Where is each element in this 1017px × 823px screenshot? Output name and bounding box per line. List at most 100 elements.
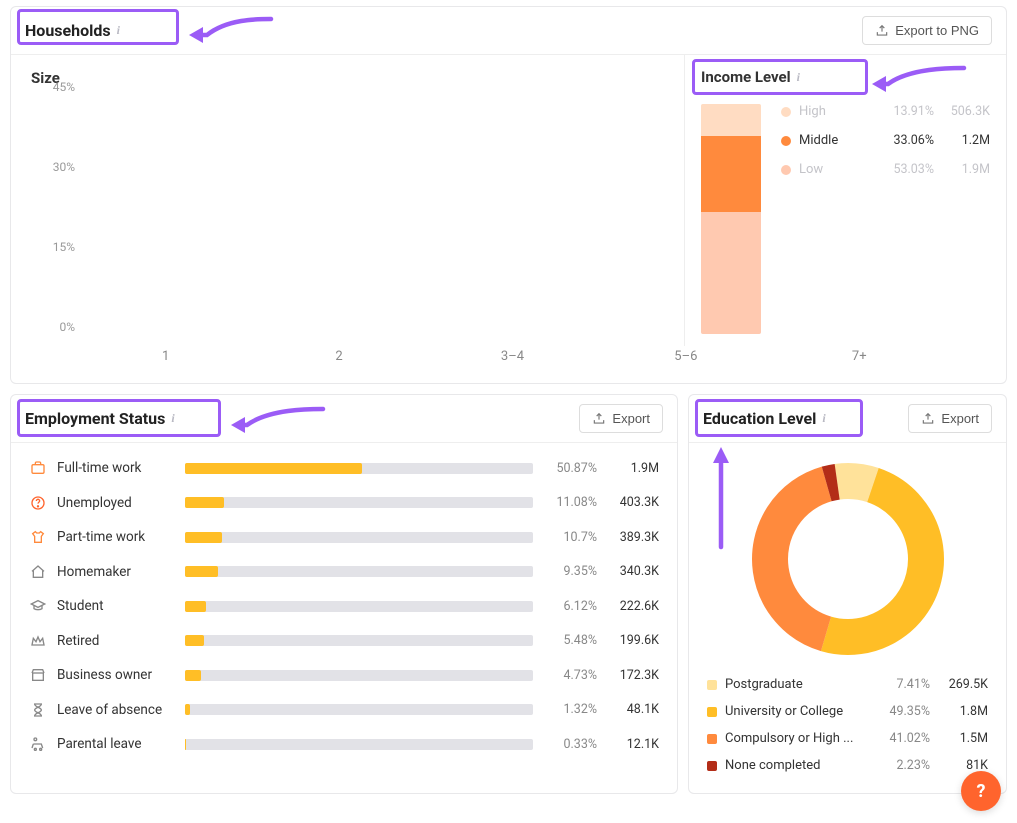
education-pct: 2.23% xyxy=(878,758,930,773)
legend-swatch-icon xyxy=(707,734,717,744)
income-legend-row[interactable]: Middle 33.06% 1.2M xyxy=(781,133,990,148)
info-icon[interactable]: i xyxy=(822,411,825,426)
employment-val: 403.3K xyxy=(607,495,659,510)
education-title-text: Education Level xyxy=(703,409,816,428)
income-label: Low xyxy=(799,162,872,177)
employment-label: Part-time work xyxy=(57,529,175,545)
employment-val: 199.6K xyxy=(607,633,659,648)
employment-bar[interactable] xyxy=(185,704,533,715)
employment-row: Unemployed11.08%403.3K xyxy=(29,494,659,512)
hourglass-icon xyxy=(29,701,47,719)
info-icon[interactable]: i xyxy=(117,23,120,38)
employment-bar[interactable] xyxy=(185,532,533,543)
education-legend-row[interactable]: Postgraduate7.41%269.5K xyxy=(707,677,988,692)
employment-row: Retired5.48%199.6K xyxy=(29,632,659,650)
y-axis-tick: 15% xyxy=(53,240,75,254)
income-title: Income Level i xyxy=(701,68,800,86)
legend-swatch-icon xyxy=(707,761,717,771)
households-card: Households i Export to PNG Size 0%15%30%… xyxy=(10,6,1007,384)
income-val: 1.2M xyxy=(942,133,990,148)
income-segment[interactable] xyxy=(701,212,761,334)
employment-title: Employment Status i xyxy=(25,409,175,428)
employment-label: Homemaker xyxy=(57,564,175,580)
export-icon xyxy=(592,412,606,426)
employment-label: Retired xyxy=(57,633,175,649)
education-label: None completed xyxy=(725,758,870,773)
education-pct: 49.35% xyxy=(878,704,930,719)
export-icon xyxy=(921,412,935,426)
income-segment[interactable] xyxy=(701,104,761,136)
employment-bar[interactable] xyxy=(185,635,533,646)
employment-bar[interactable] xyxy=(185,601,533,612)
employment-pct: 11.08% xyxy=(543,495,597,510)
education-pct: 41.02% xyxy=(878,731,930,746)
employment-label: Full-time work xyxy=(57,460,175,476)
employment-bar[interactable] xyxy=(185,739,533,750)
income-segment[interactable] xyxy=(701,136,761,212)
info-icon[interactable]: i xyxy=(797,70,800,85)
income-legend: High13.91%506.3KMiddle33.06%1.2MLow53.03… xyxy=(781,104,990,334)
income-legend-row[interactable]: High13.91%506.3K xyxy=(781,104,990,119)
households-header: Households i Export to PNG xyxy=(11,7,1006,55)
x-axis-label: 1 xyxy=(88,349,244,364)
info-icon[interactable]: i xyxy=(171,411,174,426)
income-pct: 13.91% xyxy=(880,104,934,119)
x-axis-label: 7+ xyxy=(781,349,937,364)
education-label: Postgraduate xyxy=(725,677,870,692)
education-legend-row[interactable]: University or College 49.35% 1.8M xyxy=(707,704,988,719)
education-legend-row[interactable]: None completed2.23%81K xyxy=(707,758,988,773)
employment-label: Parental leave xyxy=(57,736,175,752)
employment-pct: 9.35% xyxy=(543,564,597,579)
income-label: Middle xyxy=(799,133,872,148)
help-button[interactable]: ? xyxy=(961,771,1001,811)
employment-label: Student xyxy=(57,598,175,614)
employment-bar[interactable] xyxy=(185,566,533,577)
export-button[interactable]: Export xyxy=(908,404,992,433)
employment-bar[interactable] xyxy=(185,463,533,474)
education-label: Compulsory or High ... xyxy=(725,731,870,746)
income-val: 506.3K xyxy=(942,104,990,119)
employment-title-text: Employment Status xyxy=(25,409,165,428)
employment-card: Employment Status i Export Full-time wor… xyxy=(10,394,678,794)
households-title-text: Households xyxy=(25,21,111,40)
export-label: Export xyxy=(941,411,979,426)
employment-pct: 0.33% xyxy=(543,737,597,752)
income-pct: 33.06% xyxy=(880,133,934,148)
employment-row: Business owner 4.73% 172.3K xyxy=(29,666,659,684)
briefcase-icon xyxy=(29,459,47,477)
export-label: Export xyxy=(612,411,650,426)
education-label: University or College xyxy=(725,704,870,719)
education-legend-row[interactable]: Compulsory or High ...41.02%1.5M xyxy=(707,731,988,746)
employment-label: Business owner xyxy=(57,667,175,683)
education-val: 1.8M xyxy=(938,704,988,719)
export-png-button[interactable]: Export to PNG xyxy=(862,16,992,45)
y-axis-tick: 0% xyxy=(59,320,75,334)
employment-pct: 4.73% xyxy=(543,668,597,683)
gradcap-icon xyxy=(29,597,47,615)
employment-val: 1.9M xyxy=(607,461,659,476)
employment-val: 172.3K xyxy=(607,668,659,683)
income-pct: 53.03% xyxy=(880,162,934,177)
employment-val: 48.1K xyxy=(607,702,659,717)
y-axis-tick: 30% xyxy=(53,160,75,174)
income-stacked-bar xyxy=(701,104,761,334)
home-icon xyxy=(29,563,47,581)
households-title: Households i xyxy=(25,21,120,40)
employment-bar[interactable] xyxy=(185,497,533,508)
export-button[interactable]: Export xyxy=(579,404,663,433)
education-donut-chart xyxy=(748,459,948,659)
tshirt-icon xyxy=(29,528,47,546)
legend-dot-icon xyxy=(781,165,791,175)
employment-label: Leave of absence xyxy=(57,702,175,718)
income-legend-row[interactable]: Low53.03%1.9M xyxy=(781,162,990,177)
employment-bar[interactable] xyxy=(185,670,533,681)
income-title-text: Income Level xyxy=(701,68,791,86)
education-card: Education Level i Export Postgraduate7.4… xyxy=(688,394,1007,794)
x-axis-label: 3–4 xyxy=(434,349,590,364)
x-axis-label: 5–6 xyxy=(608,349,764,364)
employment-row: Part-time work10.7%389.3K xyxy=(29,528,659,546)
employment-row: Homemaker9.35%340.3K xyxy=(29,563,659,581)
employment-pct: 10.7% xyxy=(543,530,597,545)
y-axis-tick: 45% xyxy=(53,80,75,94)
baby-icon xyxy=(29,735,47,753)
